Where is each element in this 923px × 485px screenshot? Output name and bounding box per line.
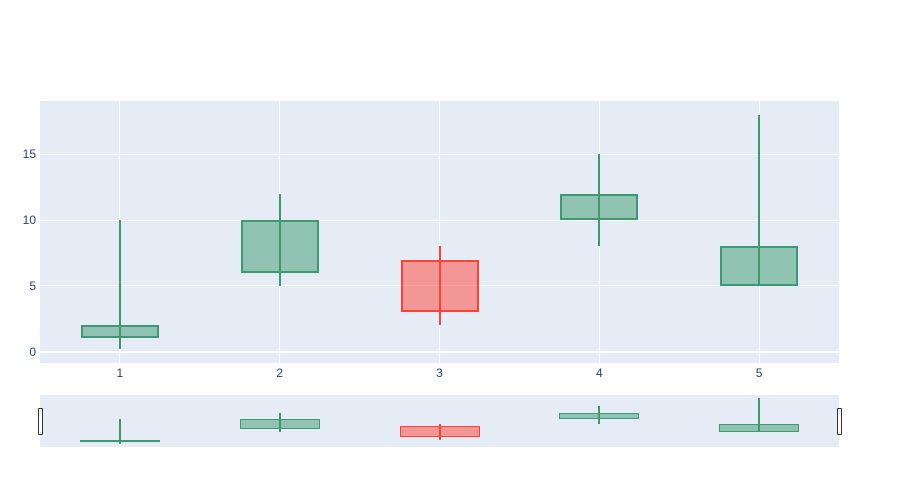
y-tick-label: 15: [22, 147, 36, 162]
candle-body: [239, 418, 320, 430]
main-plot-area[interactable]: [40, 101, 839, 363]
rangeslider-right-handle[interactable]: [836, 407, 842, 435]
x-tick-label: 5: [755, 366, 763, 380]
x-gridline: [439, 101, 440, 363]
candle-body: [80, 325, 159, 339]
candle-wick: [758, 397, 761, 432]
x-tick-label: 2: [276, 366, 284, 380]
candle-body: [559, 413, 640, 419]
candle-wick: [758, 115, 761, 286]
candle-wick: [118, 418, 121, 445]
candle-body: [719, 423, 800, 432]
candle-wick: [118, 220, 121, 349]
y-tick-label: 5: [29, 278, 36, 293]
candle-body: [400, 259, 479, 313]
candle-body: [560, 193, 639, 221]
x-tick-label: 3: [436, 366, 443, 380]
y-tick-label: 10: [22, 213, 36, 228]
y-tick-label: 0: [29, 344, 36, 359]
candle-body: [79, 439, 160, 443]
candle-body: [720, 246, 799, 286]
range-slider[interactable]: [37, 395, 842, 447]
candle-body: [399, 426, 480, 437]
x-tick-label: 1: [116, 366, 124, 380]
x-tick-label: 4: [595, 366, 603, 380]
candle-body: [240, 220, 319, 273]
rangeslider-left-handle[interactable]: [37, 407, 43, 435]
